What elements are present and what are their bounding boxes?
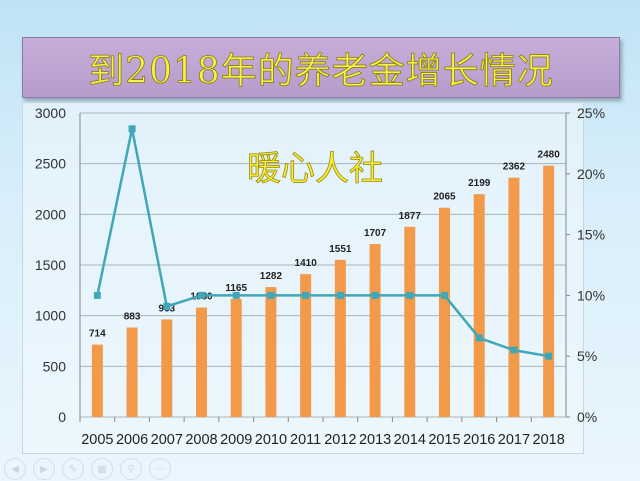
bar	[300, 274, 312, 417]
bar	[334, 259, 346, 417]
right-axis-tick: 10%	[577, 287, 605, 303]
line-point	[545, 352, 553, 360]
more-icon[interactable]: ⋯	[149, 458, 171, 480]
slideshow-toolbar: ◀ ▶ ✎ ▦ ⚲ ⋯	[4, 458, 171, 480]
bar-data-label: 714	[89, 329, 106, 340]
left-axis-tick: 500	[43, 358, 67, 374]
next-icon[interactable]: ▶	[33, 458, 55, 480]
bar-data-label: 2199	[468, 178, 491, 189]
bar	[508, 177, 520, 417]
x-axis-tick: 2010	[255, 432, 287, 448]
title-banner: 到2018年的养老金增长情况	[22, 37, 620, 98]
chart-title: 到2018年的养老金增长情况	[88, 50, 554, 92]
bar	[265, 287, 277, 417]
line-point	[336, 291, 344, 299]
x-axis-tick: 2011	[290, 432, 321, 448]
left-axis-tick: 1000	[35, 308, 66, 324]
bar	[473, 194, 485, 417]
bar-data-label: 1707	[364, 228, 387, 239]
bar-data-label: 1282	[260, 271, 283, 282]
line-point	[163, 302, 171, 310]
pen-icon[interactable]: ✎	[62, 458, 84, 480]
x-axis-tick: 2009	[220, 432, 252, 448]
bar	[91, 344, 103, 417]
prev-icon[interactable]: ◀	[4, 458, 26, 480]
line-series	[96, 128, 549, 358]
x-axis-tick: 2018	[533, 432, 565, 448]
x-axis-tick: 2015	[428, 432, 460, 448]
watermark-text: 暖心人社	[247, 149, 383, 189]
bar-data-label: 1551	[329, 244, 352, 255]
bar	[126, 327, 138, 417]
right-axis-tick: 5%	[577, 348, 597, 364]
line-point	[406, 291, 414, 299]
bar-data-label: 883	[124, 312, 141, 323]
bar	[543, 165, 555, 417]
left-axis-tick: 2500	[35, 156, 66, 172]
line-point	[267, 291, 275, 299]
x-axis-tick: 2008	[185, 432, 217, 448]
right-axis-tick: 25%	[577, 105, 605, 121]
x-axis-tick: 2006	[116, 432, 148, 448]
bar-data-label: 2065	[433, 192, 456, 203]
x-axis-tick: 2014	[394, 432, 426, 448]
left-axis-tick: 0	[58, 409, 66, 425]
bar-data-label: 1165	[225, 283, 247, 294]
line-point	[93, 291, 101, 299]
left-axis-tick: 2000	[35, 206, 66, 222]
x-axis-tick: 2013	[359, 432, 391, 448]
line-point	[128, 125, 136, 133]
x-axis-tick: 2007	[151, 432, 183, 448]
bar-data-label: 2362	[503, 162, 526, 173]
bar	[369, 244, 381, 417]
bar	[404, 226, 416, 417]
slides-icon[interactable]: ▦	[91, 458, 113, 480]
bar	[196, 307, 207, 417]
x-axis-tick: 2005	[81, 432, 113, 448]
bar	[230, 298, 242, 417]
line-point	[232, 291, 240, 299]
bar-data-label: 1877	[399, 211, 422, 222]
right-axis-tick: 0%	[577, 409, 597, 425]
right-axis-tick: 20%	[577, 166, 605, 182]
left-axis-tick: 1500	[35, 257, 66, 273]
x-axis-tick: 2017	[498, 432, 530, 448]
bar	[161, 319, 173, 417]
bar-data-label: 1410	[295, 258, 318, 269]
x-axis-tick: 2016	[463, 432, 495, 448]
left-axis-tick: 3000	[35, 105, 66, 121]
bar-data-label: 2480	[538, 150, 561, 161]
line-point	[475, 334, 483, 342]
right-axis-tick: 15%	[577, 227, 605, 243]
x-axis-tick: 2012	[324, 432, 356, 448]
line-point	[441, 291, 448, 299]
line-point	[302, 291, 310, 299]
line-point	[510, 346, 518, 354]
line-point	[371, 291, 379, 299]
bar	[439, 207, 450, 417]
zoom-icon[interactable]: ⚲	[120, 458, 142, 480]
line-point	[198, 291, 205, 299]
